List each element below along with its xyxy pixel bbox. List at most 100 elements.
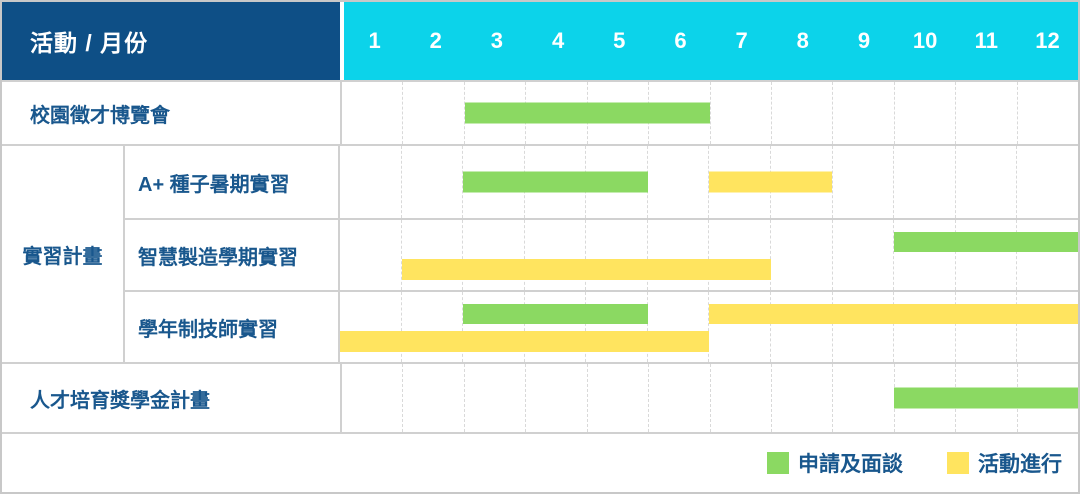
month-label: 3 <box>490 28 504 53</box>
month-grid-cell <box>648 364 709 432</box>
legend-item: 申請及面談 <box>767 448 903 478</box>
row-label: 學年制技師實習 <box>138 318 278 341</box>
chart-body: 校園徵才博覽會實習計畫 A+ 種子暑期實習智慧製造學期實習 學年制技師實習人才培育獎… <box>2 80 1078 432</box>
timeline <box>338 220 1078 290</box>
gantt-bar-yellow <box>340 331 709 352</box>
month-grid-cell <box>585 220 647 290</box>
month-label: 5 <box>613 28 626 53</box>
table-row: A+ 種子暑期實習 <box>125 146 1078 218</box>
month-grid-cell <box>1016 82 1078 144</box>
group-rows: A+ 種子暑期實習智慧製造學期實習 學年制技師實習 <box>125 146 1078 362</box>
month-grid-cell <box>646 292 709 362</box>
month-grid-cell <box>463 364 525 432</box>
month-grid-cell <box>402 82 463 144</box>
header-corner-label: 活動 / 月份 <box>2 2 340 80</box>
month-grid-cell <box>1016 220 1078 290</box>
month-cell: 3 <box>466 2 527 80</box>
month-header: 1 2 3 4 5 6 7 8 9 10 11 12 <box>344 2 1078 80</box>
row-label: 人才培育獎學金計畫 <box>30 389 210 412</box>
month-grid-cell <box>462 292 524 362</box>
month-cell: 6 <box>650 2 711 80</box>
legend-item: 活動進行 <box>947 448 1062 478</box>
gantt-bar-yellow <box>401 259 771 280</box>
month-grid-cell <box>770 292 832 362</box>
month-grid-cell <box>585 292 647 362</box>
month-cell: 8 <box>772 2 833 80</box>
month-grid-cell <box>340 146 401 218</box>
month-grid-cell <box>893 146 955 218</box>
timeline <box>338 292 1078 362</box>
month-grid-cell <box>586 364 648 432</box>
table-row: 校園徵才博覽會 <box>2 80 1078 144</box>
month-grid-cell <box>462 146 524 218</box>
month-grid-cell <box>770 364 832 432</box>
month-cell: 4 <box>528 2 589 80</box>
month-grid-cell <box>1016 146 1078 218</box>
month-label: 9 <box>857 28 871 53</box>
month-label: 1 <box>368 28 381 53</box>
month-grid-cell <box>893 82 955 144</box>
group-block: 實習計畫 A+ 種子暑期實習智慧製造學期實習 學年制技師實習 <box>2 144 1078 362</box>
month-label: 11 <box>974 28 998 53</box>
month-cell: 9 <box>833 2 894 80</box>
month-grid-cell <box>709 82 771 144</box>
month-label: 4 <box>551 28 565 53</box>
month-cell: 1 <box>344 2 405 80</box>
row-label: 智慧製造學期實習 <box>138 246 298 269</box>
table-row: 學年制技師實習 <box>125 290 1078 362</box>
chart-header: 活動 / 月份 1 2 3 4 5 6 7 8 9 10 11 12 <box>2 2 1078 80</box>
group-label: 實習計畫 <box>2 146 125 362</box>
month-cell: 2 <box>405 2 466 80</box>
month-cell: 10 <box>895 2 956 80</box>
month-grid-cell <box>523 220 586 290</box>
legend-swatch-yellow <box>947 452 969 474</box>
month-grid-cell <box>954 292 1017 362</box>
month-grid-cell <box>646 220 709 290</box>
month-grid-cell <box>954 220 1017 290</box>
month-grid-cell <box>525 364 586 432</box>
gantt-bar-green <box>464 102 710 124</box>
month-grid-cell <box>708 220 770 290</box>
gantt-bar-green <box>894 387 1078 409</box>
gantt-bar-yellow <box>709 171 832 193</box>
month-grid-cell <box>340 220 401 290</box>
month-grid-cell <box>955 82 1016 144</box>
month-label: 6 <box>674 28 687 53</box>
legend-swatch-green <box>767 452 789 474</box>
month-grid-cell <box>770 82 832 144</box>
month-grid-cell <box>342 364 402 432</box>
month-grid-cell <box>893 220 955 290</box>
legend-label: 申請及面談 <box>798 453 903 476</box>
month-cell: 11 <box>956 2 1017 80</box>
month-label: 2 <box>429 28 442 53</box>
month-grid-cell <box>646 146 709 218</box>
month-grid-cell <box>1016 292 1078 362</box>
month-grid-cell <box>400 292 463 362</box>
month-grid-cell <box>463 82 525 144</box>
month-grid-cell <box>708 292 770 362</box>
month-grid-cell <box>400 220 463 290</box>
month-cell: 7 <box>711 2 772 80</box>
legend-label: 活動進行 <box>978 453 1062 476</box>
timeline <box>340 82 1078 144</box>
month-grid-cell <box>523 292 586 362</box>
month-grid-cell <box>462 220 524 290</box>
month-grid-cell <box>831 146 894 218</box>
month-label: 12 <box>1035 28 1060 53</box>
gantt-bar-green <box>463 171 648 193</box>
month-grid-cell <box>831 220 894 290</box>
month-grid-cell <box>402 364 463 432</box>
month-grid-cell <box>342 82 402 144</box>
table-row: 智慧製造學期實習 <box>125 218 1078 290</box>
month-grid-cell <box>832 364 893 432</box>
gantt-bar-green <box>893 232 1078 252</box>
legend: 申請及面談 活動進行 <box>2 432 1078 492</box>
month-cell: 12 <box>1017 2 1078 80</box>
month-grid-cell <box>770 220 832 290</box>
month-grid-cell <box>400 146 463 218</box>
row-label: 校園徵才博覽會 <box>30 104 170 127</box>
month-grid-cell <box>709 364 771 432</box>
timeline <box>340 364 1078 432</box>
table-row: 人才培育獎學金計畫 <box>2 362 1078 432</box>
